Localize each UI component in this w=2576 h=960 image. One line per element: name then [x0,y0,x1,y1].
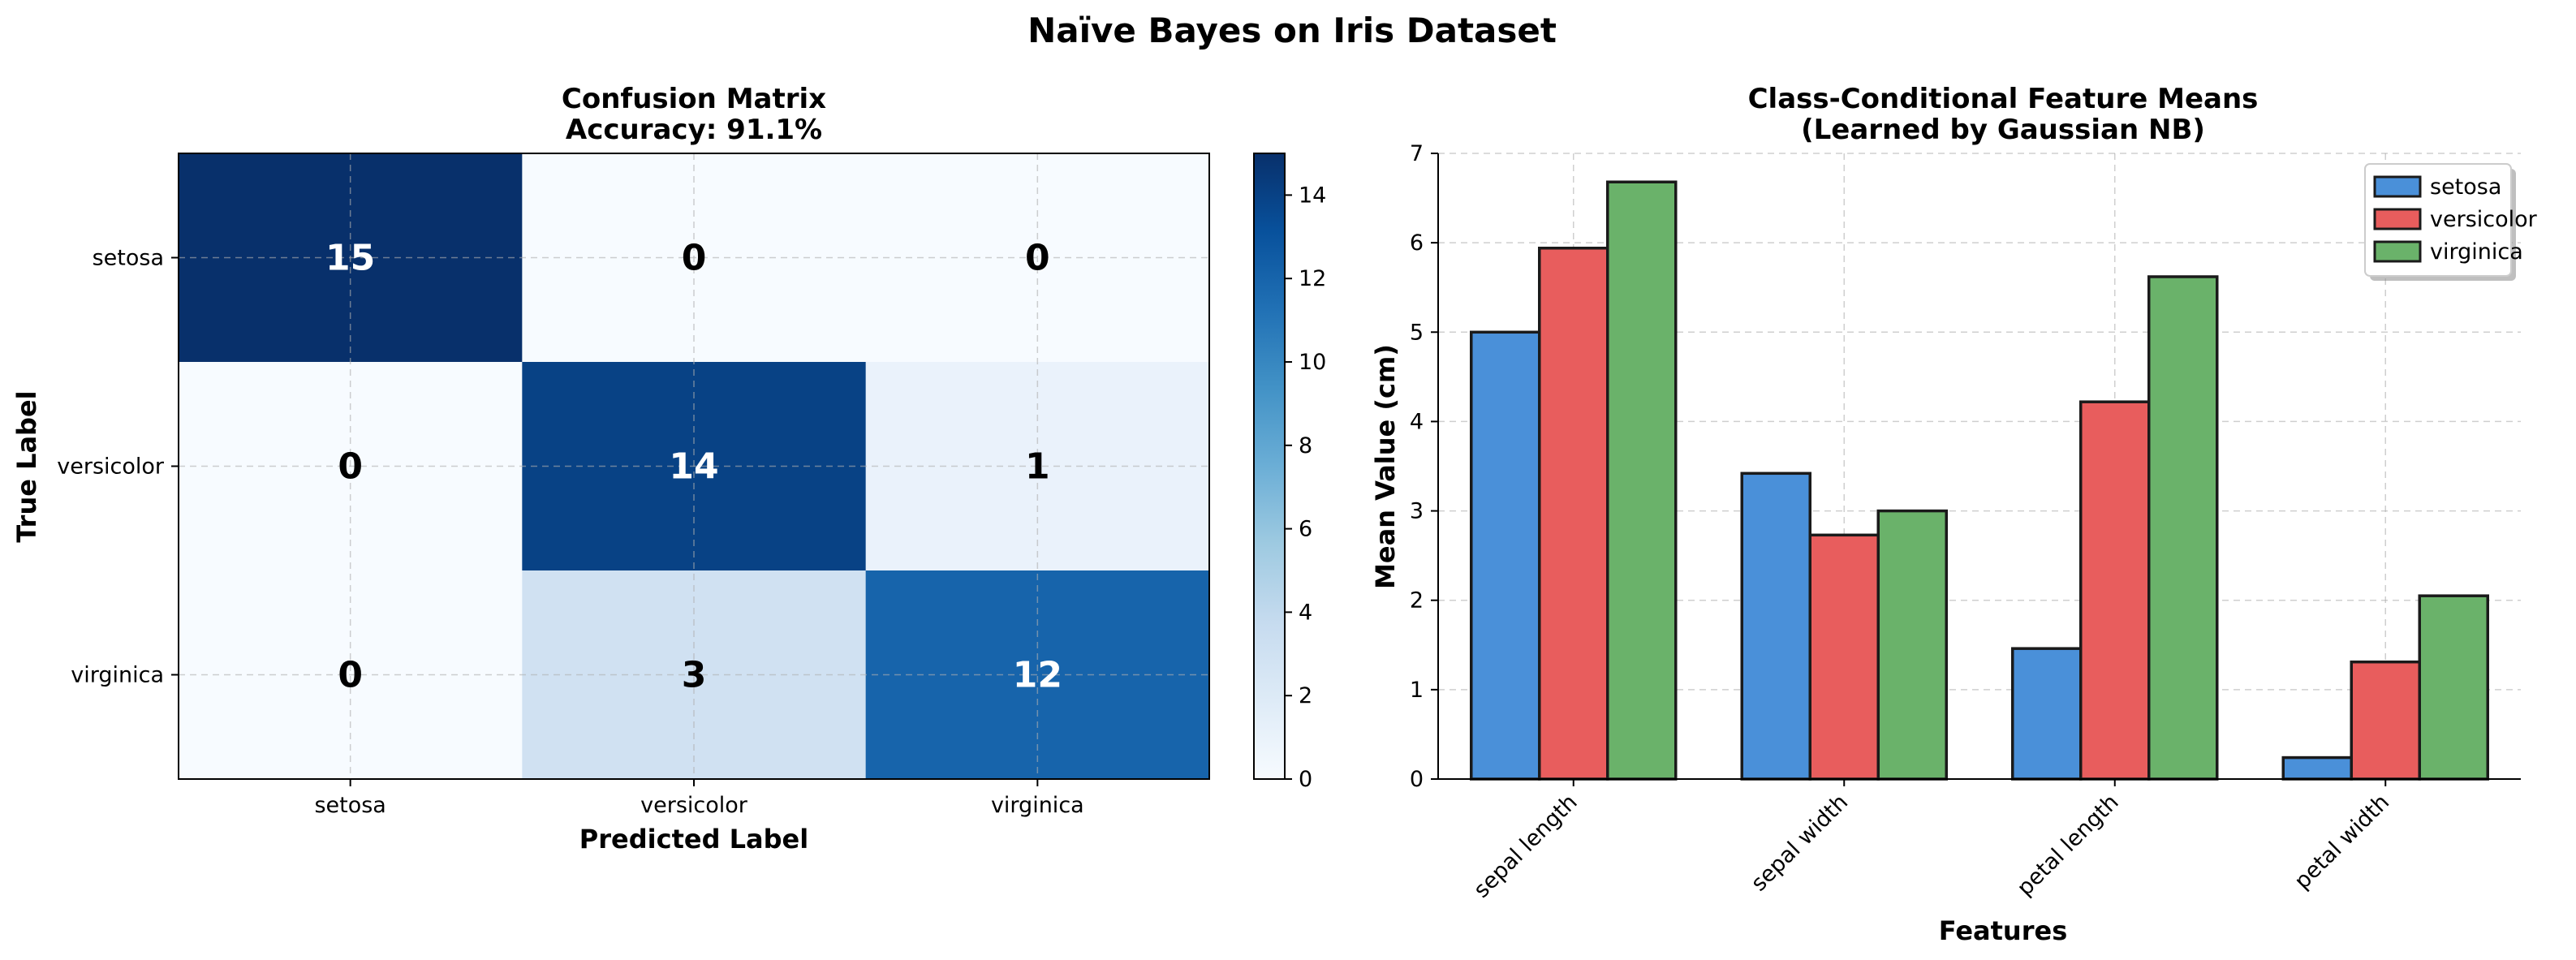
feature-means-panel: Class-Conditional Feature Means (Learned… [1370,83,2538,946]
heatmap-cell-value: 12 [1013,655,1062,696]
bar-chart-y-tick-label: 2 [1410,588,1424,613]
heatmap-y-tick-setosa: setosa [93,246,164,271]
colorbar-ticks: 0 2 4 6 8 10 12 14 [1285,183,1326,792]
legend-label-setosa: setosa [2430,174,2501,200]
bar-setosa-sepal-length [1470,330,1541,781]
bar-chart-x-tick-petal-width: petal width [2290,790,2394,894]
bar-chart-y-tick-label: 4 [1410,409,1424,434]
bar-chart-y-ticks: 0 1 2 3 4 5 6 7 [1410,141,1438,792]
colorbar-tick-label: 14 [1299,183,1326,208]
bar-versicolor-petal-length [2079,400,2151,781]
heatmap-y-axis-label: True Label [11,390,42,542]
heatmap-cell-labels: 15 0 0 0 14 1 0 3 12 [325,238,1062,696]
bar-virginica-sepal-width [1876,509,1948,781]
bar-chart-x-tick-petal-length: petal length [2012,790,2123,901]
colorbar-tick-label: 10 [1299,350,1326,375]
legend-label-virginica: virginica [2430,239,2523,265]
legend: setosa versicolor virginica [2364,163,2538,281]
heatmap-grid [179,153,1209,779]
heatmap-x-axis-label: Predicted Label [579,824,808,855]
confusion-matrix-title: Confusion Matrix [562,83,826,115]
heatmap-cell-value: 15 [325,238,375,279]
heatmap-cell-value: 0 [338,446,363,488]
bar-setosa-sepal-width [1740,471,1811,781]
bar-setosa-petal-width [2281,756,2353,781]
bar-chart-y-tick-label: 6 [1410,230,1424,256]
confusion-matrix-panel: Confusion Matrix Accuracy: 91.1% 15 0 00 14… [11,83,1326,855]
heatmap-x-tick-virginica: virginica [991,793,1084,818]
heatmap-cell-value: 3 [682,655,707,696]
bar-chart-y-tick-label: 0 [1410,767,1424,792]
bar-chart-y-axis-label: Mean Value (cm) [1370,344,1401,589]
bar-versicolor-petal-width [2350,660,2421,781]
feature-means-title: Class-Conditional Feature Means [1748,83,2259,115]
bar-chart-y-tick-label: 3 [1410,499,1424,524]
heatmap-y-ticks: setosa versicolor virginica [57,246,179,688]
heatmap-cell-value: 14 [669,446,718,488]
colorbar-tick-label: 12 [1299,266,1326,291]
colorbar-tick-label: 4 [1299,600,1312,625]
heatmap-y-tick-virginica: virginica [71,663,164,688]
bar-virginica-petal-width [2418,594,2489,781]
bar-virginica-sepal-length [1606,180,1678,781]
bar-setosa-petal-length [2011,647,2083,781]
bar-virginica-petal-length [2147,275,2219,781]
bar-chart-x-tick-sepal-width: sepal width [1747,790,1853,896]
colorbar-tick-label: 8 [1299,433,1312,458]
bar-chart-y-tick-label: 5 [1410,320,1424,345]
heatmap-x-ticks: setosa versicolor virginica [314,779,1084,818]
feature-means-subtitle: (Learned by Gaussian NB) [1801,114,2205,146]
heatmap-cell-value: 1 [1025,446,1050,488]
bar-versicolor-sepal-width [1808,533,1880,781]
figure-title: Naïve Bayes on Iris Dataset [1027,11,1557,50]
bar-versicolor-sepal-length [1538,247,1609,781]
bar-chart-y-tick-label: 7 [1410,141,1424,166]
heatmap-cell-value: 0 [1025,238,1050,279]
legend-swatch-virginica [2373,240,2422,263]
confusion-matrix-subtitle: Accuracy: 91.1% [566,114,822,146]
bar-chart-x-axis-label: Features [1939,915,2067,946]
heatmap-y-tick-versicolor: versicolor [57,454,165,480]
colorbar-tick-label: 6 [1299,517,1312,542]
colorbar-tick-label: 0 [1299,767,1312,792]
bar-chart-y-tick-label: 1 [1410,678,1424,703]
heatmap-x-tick-versicolor: versicolor [640,793,748,818]
bar-chart-x-ticks: sepal length sepal width petal length petal… [1469,779,2394,903]
heatmap-cell-value: 0 [682,238,707,279]
bar-chart-x-tick-sepal-length: sepal length [1469,790,1583,903]
heatmap-cell-value: 0 [338,655,363,696]
legend-swatch-versicolor [2373,208,2422,230]
colorbar-tick-label: 2 [1299,683,1312,708]
legend-swatch-setosa [2373,175,2422,198]
heatmap-x-tick-setosa: setosa [314,793,386,818]
legend-label-versicolor: versicolor [2430,207,2538,232]
colorbar [1253,153,1286,780]
bar-chart-bars [1470,180,2489,781]
